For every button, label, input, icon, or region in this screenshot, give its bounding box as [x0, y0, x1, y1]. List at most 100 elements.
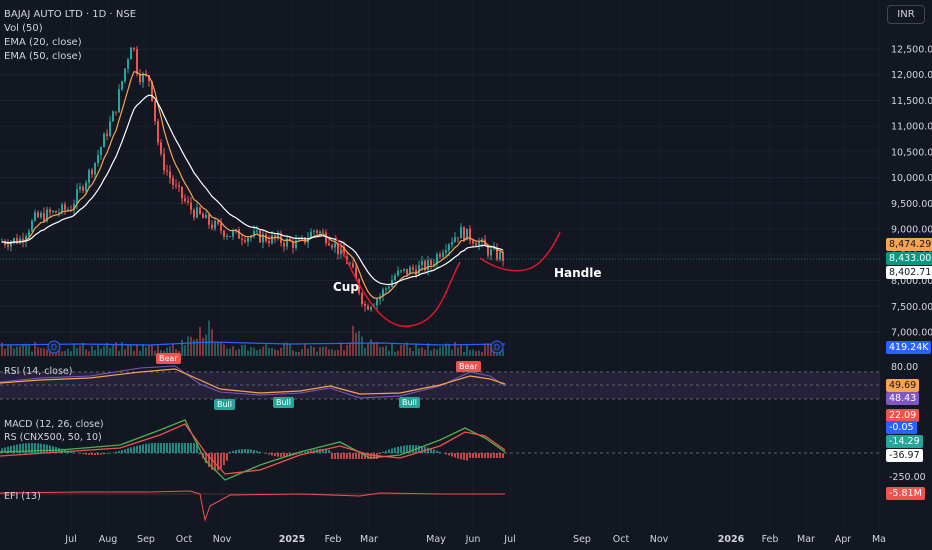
candle-body: [244, 240, 246, 242]
candle-body: [64, 204, 66, 210]
volume-bar: [133, 351, 135, 356]
candle-body: [61, 204, 63, 213]
handle-label: Handle: [554, 266, 602, 280]
macd-hist-bar: [277, 453, 279, 457]
volume-bar: [160, 349, 162, 356]
volume-bar: [199, 326, 201, 356]
efi-pane-label[interactable]: EFI (13): [4, 491, 41, 502]
candle-body: [496, 247, 498, 260]
indicator-ema20[interactable]: EMA (20, close): [4, 37, 82, 48]
candle-body: [88, 170, 90, 183]
macd-hist-bar: [430, 448, 432, 453]
candle-body: [229, 236, 231, 238]
macd-hist-bar: [157, 443, 159, 453]
macd-hist-bar: [61, 448, 63, 453]
candle-body: [52, 210, 54, 213]
volume-bar: [16, 346, 18, 356]
candle-body: [31, 220, 33, 232]
volume-bar: [376, 342, 378, 356]
macd-hist-bar: [10, 445, 12, 453]
macd-hist-bar: [139, 445, 141, 453]
candle-body: [154, 100, 156, 122]
candle-body: [352, 263, 354, 268]
macd-hist-bar: [349, 453, 351, 459]
volume-bar: [154, 350, 156, 356]
volume-bar: [463, 351, 465, 356]
macd-hist-bar: [226, 453, 228, 461]
dividend-marker: [47, 340, 61, 354]
candle-body: [73, 204, 75, 211]
macd-hist-bar: [133, 446, 135, 453]
macd-hist-bar: [193, 443, 195, 453]
macd-hist-bar: [331, 453, 333, 459]
candle-body: [358, 279, 360, 294]
candle-body: [169, 171, 171, 179]
volume-bar: [340, 342, 342, 356]
macd-pane-label[interactable]: MACD (12, 26, close): [4, 419, 104, 430]
bear-signal: Bear: [456, 361, 481, 372]
macd-hist-bar: [247, 449, 249, 453]
x-tick-label: Jun: [465, 534, 481, 545]
volume-bar: [415, 343, 417, 356]
volume-bar: [223, 344, 225, 356]
macd-hist-bar: [355, 453, 357, 459]
candle-body: [286, 238, 288, 247]
volume-bar: [103, 346, 105, 356]
macd-hist-bar: [370, 453, 372, 459]
currency-button[interactable]: INR: [887, 5, 925, 24]
macd-hist-bar: [70, 451, 72, 453]
volume-bar: [49, 350, 51, 356]
volume-bar: [328, 349, 330, 356]
rsi-pane-label[interactable]: RSI (14, close): [4, 366, 73, 377]
macd-hist-bar: [271, 453, 273, 456]
candle-body: [475, 243, 477, 246]
volume-bar: [253, 347, 255, 356]
volume-bar: [88, 351, 90, 356]
macd-hist-bar: [358, 453, 360, 459]
volume-bar: [262, 346, 264, 356]
macd-hist-bar: [43, 444, 45, 453]
volume-bar: [208, 320, 210, 356]
macd-hist-bar: [85, 453, 87, 455]
x-tick-label: Sep: [573, 534, 591, 545]
candle-body: [166, 170, 168, 172]
volume-bar: [205, 334, 207, 356]
macd-hist-bar: [199, 453, 201, 454]
macd-hist-bar: [469, 453, 471, 458]
candle-body: [367, 305, 369, 310]
candle-body: [445, 250, 447, 253]
candle-body: [397, 270, 399, 276]
macd-hist-bar: [19, 443, 21, 453]
candle-body: [472, 240, 474, 244]
ema50-line: [1, 94, 504, 286]
volume-bar: [1, 342, 3, 356]
volume-bar: [391, 343, 393, 356]
volume-bar: [445, 343, 447, 356]
macd-hist-bar: [328, 449, 330, 453]
indicator-volume[interactable]: Vol (50): [4, 23, 43, 34]
macd-hist-bar: [433, 449, 435, 453]
macd-hist-bar: [397, 446, 399, 453]
rs-pane-label[interactable]: RS (CNX500, 50, 10): [4, 432, 102, 443]
macd-hist-bar: [205, 453, 207, 464]
macd-hist-bar: [274, 453, 276, 457]
volume-bar: [457, 347, 459, 356]
volume-bar: [10, 344, 12, 356]
candle-body: [364, 303, 366, 306]
y-tick-label: 10,000.00: [891, 173, 932, 184]
candle-body: [247, 237, 249, 242]
candle-body: [502, 252, 504, 261]
x-tick-label: Apr: [835, 534, 852, 545]
indicator-ema50[interactable]: EMA (50, close): [4, 51, 82, 62]
x-tick-label: Oct: [613, 534, 630, 545]
volume-bar: [367, 343, 369, 356]
candle-body: [118, 89, 120, 113]
macd-hist-bar: [256, 450, 258, 453]
ema20-line: [1, 71, 504, 299]
x-tick-label: Feb: [325, 534, 342, 545]
macd-hist-bar: [49, 445, 51, 453]
volume-bar: [28, 345, 30, 356]
volume-bar: [100, 348, 102, 356]
symbol-title[interactable]: BAJAJ AUTO LTD · 1D · NSE: [4, 9, 137, 20]
